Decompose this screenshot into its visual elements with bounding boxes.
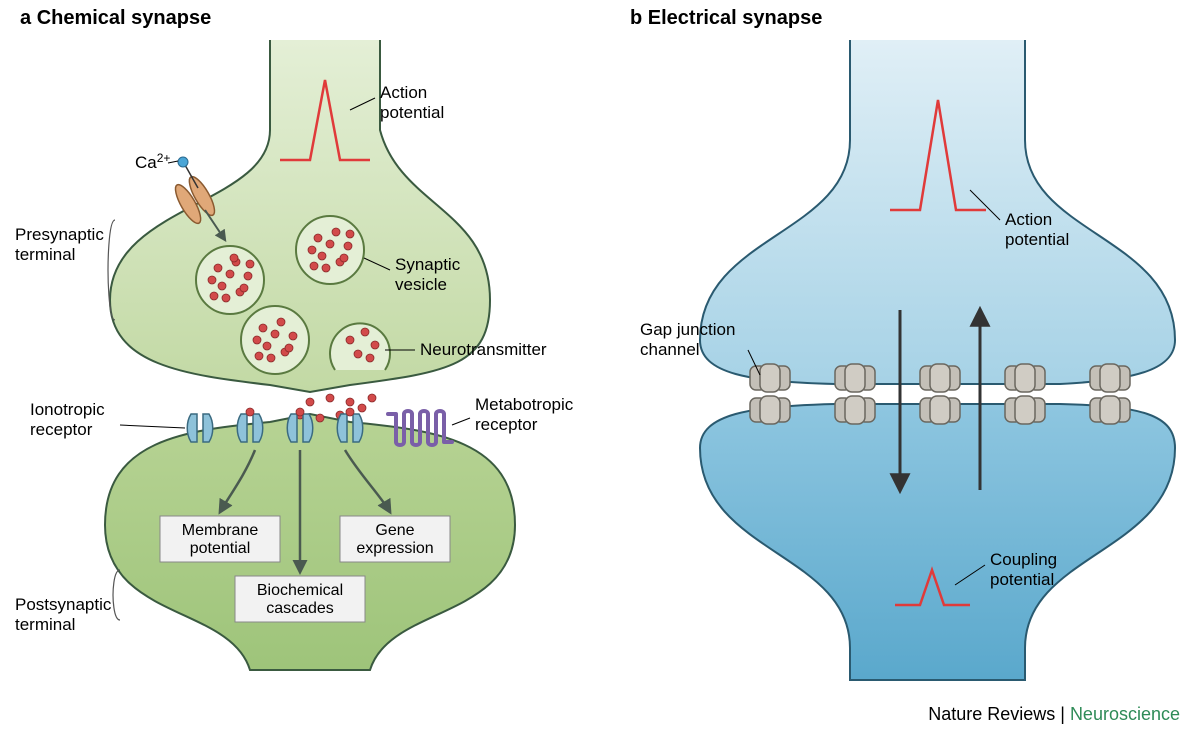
presynaptic-label: Presynapticterminal bbox=[15, 225, 104, 264]
metabo-label: Metabotropicreceptor bbox=[475, 395, 574, 434]
svg-text:Membranepotential: Membranepotential bbox=[182, 522, 259, 557]
nt-label: Neurotransmitter bbox=[420, 340, 547, 359]
postsyn-label: Postsynapticterminal bbox=[15, 595, 112, 634]
credit-line: Nature Reviews | Neuroscience bbox=[928, 704, 1180, 724]
svg-text:Biochemicalcascades: Biochemicalcascades bbox=[257, 582, 343, 617]
panel-a-label: a Chemical synapse bbox=[20, 7, 211, 29]
ca-label: Ca2+ bbox=[135, 151, 170, 172]
post-cell bbox=[700, 404, 1175, 680]
ca-ion-icon bbox=[178, 157, 188, 167]
panel-b: Actionpotential Gap junctionchannel Coup… bbox=[640, 40, 1175, 680]
panel-b-label: b Electrical synapse bbox=[630, 7, 822, 29]
vesicle-2 bbox=[296, 216, 364, 284]
coupling-label: Couplingpotential bbox=[990, 550, 1057, 589]
action-potential-label: Action potential bbox=[380, 83, 444, 122]
metabotropic-receptor bbox=[388, 411, 452, 445]
panel-a: Action potential Ca2+ Presynaptictermina… bbox=[15, 40, 574, 670]
vesicle-3 bbox=[241, 306, 309, 374]
pre-cell bbox=[700, 40, 1175, 384]
iono-label: Ionotropicreceptor bbox=[30, 400, 105, 439]
